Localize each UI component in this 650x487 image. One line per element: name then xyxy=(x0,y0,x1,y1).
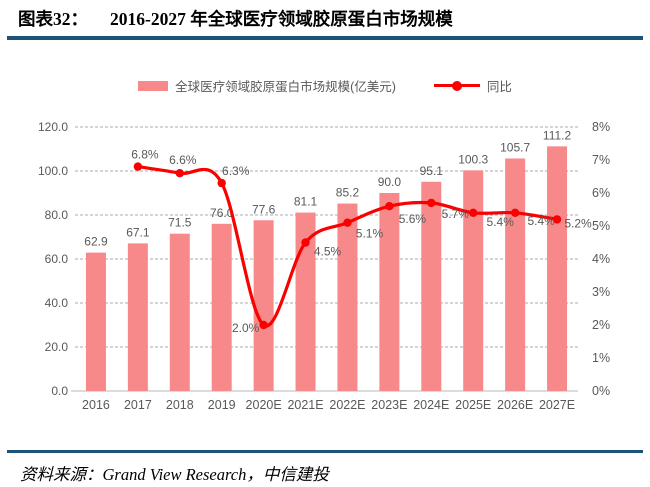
legend-item-market-size: 全球医疗领域胶原蛋白市场规模(亿美元) xyxy=(138,76,396,95)
left-axis-tick: 40.0 xyxy=(45,296,69,310)
right-axis-tick: 6% xyxy=(592,186,610,200)
bar-2018 xyxy=(169,233,190,391)
bar-2027E xyxy=(547,146,568,391)
bar-value-label: 85.2 xyxy=(336,186,360,200)
figure-title: 2016-2027 年全球医疗领域胶原蛋白市场规模 xyxy=(110,9,453,29)
right-axis-tick: 0% xyxy=(592,384,610,398)
x-axis-label: 2019 xyxy=(208,398,236,412)
right-axis-tick: 8% xyxy=(592,120,610,134)
line-series-marker-icon xyxy=(433,80,480,91)
line-point-2018 xyxy=(175,169,184,178)
left-axis-tick: 100.0 xyxy=(38,164,68,178)
line-point-2019 xyxy=(217,178,226,188)
bar-value-label: 71.5 xyxy=(168,216,192,230)
x-axis-label: 2024E xyxy=(413,398,449,412)
x-axis-label: 2018 xyxy=(166,398,194,412)
yoy-label: 5.1% xyxy=(356,227,384,241)
bar-2019 xyxy=(211,223,232,391)
line-point-2017 xyxy=(133,162,143,171)
right-axis-tick: 2% xyxy=(592,318,610,332)
bar-value-label: 105.7 xyxy=(500,140,530,154)
bar-value-label: 90.0 xyxy=(378,175,402,189)
figure-label: 图表32： xyxy=(18,9,88,29)
line-point-2022E xyxy=(343,218,352,227)
bar-2021E xyxy=(295,212,316,391)
yoy-label: 5.2% xyxy=(564,216,592,230)
chart-legend: 全球医疗领域胶原蛋白市场规模(亿美元) 同比 xyxy=(0,76,650,95)
bar-value-label: 77.6 xyxy=(252,202,276,216)
bar-value-label: 81.1 xyxy=(294,195,318,209)
bar-2017 xyxy=(127,243,148,391)
left-axis-tick: 0.0 xyxy=(51,384,68,398)
line-series-label: 同比 xyxy=(486,80,512,94)
yoy-label: 4.5% xyxy=(314,245,342,259)
right-axis-tick: 3% xyxy=(592,285,610,299)
left-axis-tick: 80.0 xyxy=(45,208,69,222)
right-axis-tick: 7% xyxy=(592,153,610,167)
yoy-label: 5.4% xyxy=(527,214,555,228)
left-axis-tick: 60.0 xyxy=(45,252,69,266)
line-point-2026E xyxy=(510,208,520,217)
header-rule xyxy=(7,36,643,40)
bar-value-label: 76.0 xyxy=(210,206,234,220)
line-point-2025E xyxy=(469,208,478,217)
line-point-2021E xyxy=(301,238,310,247)
x-axis-label: 2027E xyxy=(539,398,575,412)
x-axis-label: 2025E xyxy=(455,398,491,412)
bar-series-swatch-icon xyxy=(138,80,169,91)
bar-2026E xyxy=(505,158,526,391)
yoy-line xyxy=(136,165,559,328)
right-axis-tick: 4% xyxy=(592,252,610,266)
right-axis-tick: 1% xyxy=(592,351,610,365)
x-axis-label: 2026E xyxy=(497,398,533,412)
bar-2025E xyxy=(463,170,484,391)
bar-value-label: 100.3 xyxy=(458,152,488,166)
x-axis-label: 2016 xyxy=(82,398,110,412)
x-axis-label: 2022E xyxy=(329,398,365,412)
bar-value-label: 62.9 xyxy=(84,235,108,249)
bar-2023E xyxy=(379,193,400,391)
bar-2024E xyxy=(421,181,442,391)
x-axis-label: 2020E xyxy=(246,398,282,412)
legend-item-yoy: 同比 xyxy=(433,76,512,95)
x-axis-label: 2017 xyxy=(124,398,152,412)
left-axis-tick: 120.0 xyxy=(38,120,68,134)
bar-value-label: 111.2 xyxy=(543,128,572,142)
source-note: 资料来源：Grand View Research，中信建投 xyxy=(20,465,329,484)
left-axis-tick: 20.0 xyxy=(45,340,69,354)
bar-series-label: 全球医疗领域胶原蛋白市场规模(亿美元) xyxy=(175,80,396,94)
line-point-2023E xyxy=(385,202,394,211)
line-point-2024E xyxy=(427,198,436,208)
yoy-label: 5.4% xyxy=(487,215,515,229)
footer-rule xyxy=(7,450,643,453)
bar-value-label: 95.1 xyxy=(420,164,444,178)
right-axis-tick: 5% xyxy=(592,219,610,233)
yoy-label: 5.7% xyxy=(442,207,470,221)
figure-header: 图表32： 2016-2027 年全球医疗领域胶原蛋白市场规模 xyxy=(0,0,650,31)
line-point-2027E xyxy=(552,215,562,224)
yoy-label: 6.3% xyxy=(222,164,250,178)
yoy-label: 6.6% xyxy=(169,153,197,167)
yoy-label: 2.0% xyxy=(232,321,260,335)
yoy-label: 6.8% xyxy=(131,148,159,162)
x-axis-label: 2023E xyxy=(371,398,407,412)
market-size-chart: 0.0 20.0 40.0 60.0 80.0 100.0 120.0 0% 1% 2% 3% 4% 5… xyxy=(38,120,610,412)
bar-value-label: 67.1 xyxy=(126,225,150,239)
x-axis-label: 2021E xyxy=(287,398,323,412)
bar-2016 xyxy=(85,252,106,391)
chart-area: 0.0 20.0 40.0 60.0 80.0 100.0 120.0 0% 1% 2% 3% 4% 5… xyxy=(0,101,650,436)
yoy-label: 5.6% xyxy=(399,212,427,226)
bar-2022E xyxy=(337,203,358,391)
line-point-2020E xyxy=(259,320,268,330)
bar-2020E xyxy=(253,220,274,391)
